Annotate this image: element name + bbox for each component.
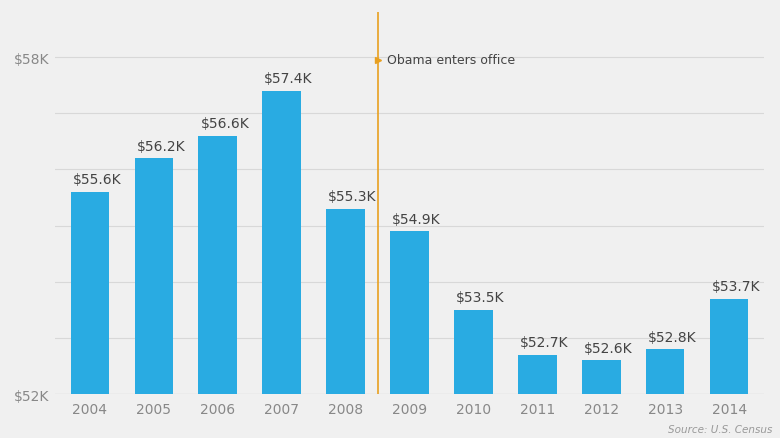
Bar bbox=[70, 192, 109, 394]
Text: $53.7K: $53.7K bbox=[712, 279, 760, 293]
Text: Source: U.S. Census: Source: U.S. Census bbox=[668, 424, 772, 434]
Bar bbox=[518, 355, 557, 394]
Text: $55.3K: $55.3K bbox=[328, 190, 377, 204]
Bar bbox=[326, 209, 365, 394]
Bar bbox=[134, 159, 173, 394]
Bar bbox=[710, 299, 749, 394]
Text: $52.8K: $52.8K bbox=[648, 330, 697, 344]
Text: $53.5K: $53.5K bbox=[456, 290, 505, 304]
Bar bbox=[198, 136, 237, 394]
Text: $55.6K: $55.6K bbox=[73, 173, 121, 187]
Text: $52.7K: $52.7K bbox=[520, 336, 569, 350]
Text: $54.9K: $54.9K bbox=[392, 212, 441, 226]
Text: $56.2K: $56.2K bbox=[136, 139, 185, 153]
Bar bbox=[262, 92, 301, 394]
Bar bbox=[454, 310, 493, 394]
Bar bbox=[390, 232, 429, 394]
Text: $52.6K: $52.6K bbox=[584, 341, 633, 355]
Text: $57.4K: $57.4K bbox=[264, 72, 313, 86]
Bar bbox=[582, 360, 621, 394]
Text: $56.6K: $56.6K bbox=[200, 117, 249, 131]
Text: Obama enters office: Obama enters office bbox=[387, 54, 516, 67]
Bar bbox=[646, 350, 685, 394]
